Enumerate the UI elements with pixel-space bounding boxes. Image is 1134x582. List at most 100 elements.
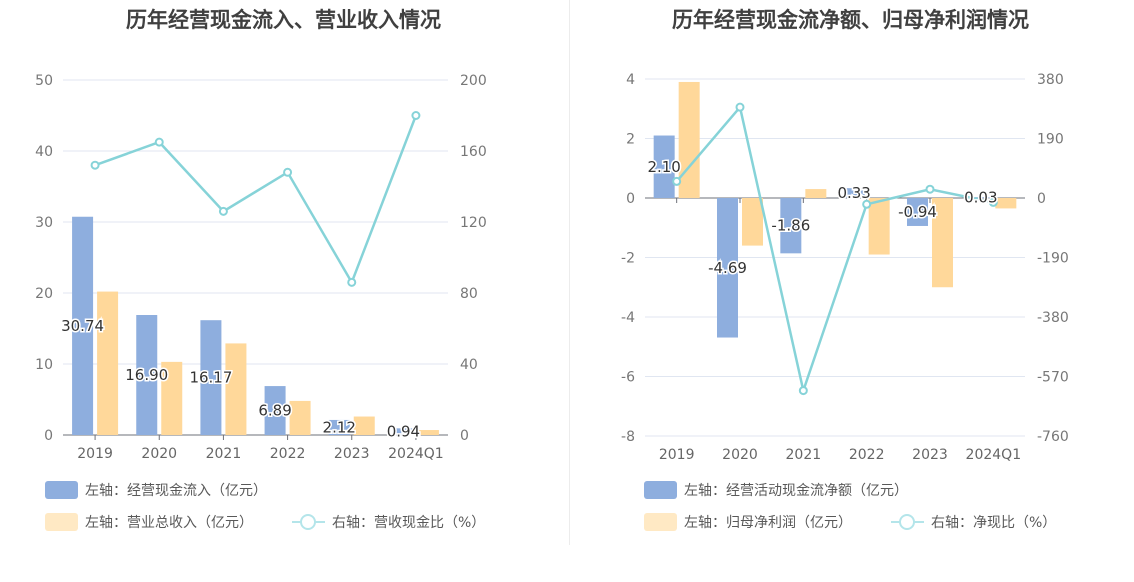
- ratio-point: [988, 197, 998, 207]
- ratio-point: [862, 199, 872, 209]
- chart-plot-area: -8 -6 -4 -2 0 2 4 -760 -570 -380 -190 0 190 380 2019 20…: [621, 72, 1069, 463]
- bar-data-label: 30.74: [61, 317, 104, 335]
- x-tick-label: 2021: [206, 446, 242, 462]
- x-tick-label: 2024Q1: [388, 446, 444, 462]
- y-left-tick-label: -2: [621, 251, 635, 267]
- y-left-tick-label: 2: [626, 132, 635, 148]
- x-tick-label: 2021: [786, 447, 822, 463]
- ratio-point: [154, 137, 164, 147]
- y-right-tick-label: -760: [1037, 429, 1069, 445]
- bar-secondary: [417, 430, 439, 435]
- y-right-tick-label: 200: [460, 73, 487, 89]
- legend-swatch: [45, 513, 78, 531]
- bar-primary: [907, 198, 928, 226]
- ratio-point: [411, 111, 421, 120]
- y-left-tick-label: -4: [621, 310, 635, 326]
- y-right-tick-label: -380: [1037, 310, 1069, 326]
- legend-line-icon: [891, 511, 924, 533]
- x-tick-label: 2019: [659, 447, 695, 463]
- bar-data-label: 16.17: [189, 369, 232, 387]
- legend-label: 左轴：经营活动现金流净额（亿元）: [684, 483, 908, 499]
- bar-secondary: [932, 198, 953, 288]
- bar-secondary: [353, 416, 375, 435]
- x-tick-label: 2020: [722, 447, 758, 463]
- x-tick-label: 2022: [270, 446, 306, 462]
- bar-secondary: [225, 343, 247, 435]
- y-left-tick-label: 0: [626, 191, 635, 207]
- x-tick-label: 2024Q1: [966, 447, 1022, 463]
- legend-label: 左轴：归母净利润（亿元）: [684, 515, 852, 531]
- ratio-point: [672, 176, 682, 186]
- bar-data-label: 0.94: [387, 423, 420, 441]
- bar-primary: [264, 386, 286, 435]
- legend-item-net-cash-ratio[interactable]: 右轴：净现比（%）: [891, 511, 1056, 533]
- bar-secondary: [97, 291, 119, 435]
- bar-secondary: [868, 198, 890, 255]
- y-left-tick-label: 50: [35, 73, 53, 89]
- y-right-tick-label: 0: [1037, 191, 1046, 207]
- bar-secondary: [805, 189, 827, 198]
- bar-primary: [843, 188, 865, 198]
- bar-primary: [328, 419, 350, 435]
- y-left-tick-label: 40: [35, 144, 53, 160]
- y-right-tick-label: 120: [460, 215, 487, 231]
- y-left-tick-label: -8: [621, 429, 635, 445]
- ratio-point: [798, 386, 808, 396]
- x-tick-label: 2023: [334, 446, 370, 462]
- y-right-tick-label: 80: [460, 286, 478, 302]
- y-right-tick-label: 380: [1037, 72, 1064, 88]
- y-left-tick-label: 20: [35, 286, 53, 302]
- bar-data-label: 6.89: [258, 402, 291, 420]
- x-tick-label: 2020: [141, 446, 177, 462]
- bar-data-label: 2.10: [647, 158, 680, 176]
- bar-data-label: 0.33: [837, 184, 870, 202]
- y-left-tick-label: 0: [44, 428, 53, 444]
- bar-secondary: [995, 198, 1017, 209]
- chart-title: 历年经营现金流净额、归母净利润情况: [672, 8, 1029, 32]
- bar-primary: [780, 198, 802, 254]
- legend-item-cash-inflow[interactable]: 左轴：经营现金流入（亿元）: [45, 479, 267, 501]
- chart-plot-area: 0 10 20 30 40 50 0 40 80 120 160 200 2019 2020 2021 202…: [35, 73, 487, 462]
- ratio-line: [94, 115, 418, 286]
- chart-panel-net-cash: 历年经营现金流净额、归母净利润情况 -8 -6 -4 -2 0 2 4 -760 -570 -38…: [567, 0, 1134, 582]
- y-left-tick-label: -6: [621, 370, 635, 386]
- x-tick-label: 2023: [912, 447, 948, 463]
- legend-item-net-profit[interactable]: 左轴：归母净利润（亿元）: [644, 511, 852, 533]
- chart-title: 历年经营现金流入、营业收入情况: [126, 8, 441, 32]
- panel-divider: [569, 0, 570, 545]
- bar-primary: [653, 135, 675, 198]
- y-right-tick-label: -570: [1037, 370, 1069, 386]
- bar-data-label: -1.86: [771, 217, 810, 235]
- ratio-point: [347, 277, 357, 287]
- legend-item-net-operating-cash[interactable]: 左轴：经营活动现金流净额（亿元）: [644, 479, 908, 501]
- legend-label: 右轴：营收现金比（%）: [332, 515, 486, 531]
- bar-secondary: [161, 361, 183, 435]
- x-tick-label: 2022: [849, 447, 885, 463]
- bar-data-label: 2.12: [323, 418, 356, 436]
- ratio-line: [675, 104, 994, 396]
- bar-primary: [970, 197, 992, 198]
- bar-primary: [717, 198, 738, 338]
- legend-item-revenue-cash-ratio[interactable]: 右轴：营收现金比（%）: [292, 511, 485, 533]
- legend-swatch: [644, 513, 677, 531]
- bar-primary: [72, 216, 94, 435]
- legend-label: 右轴：净现比（%）: [931, 515, 1057, 531]
- bar-data-label: 16.90: [125, 366, 168, 384]
- bar-primary: [136, 315, 158, 435]
- bar-data-label: -4.69: [708, 259, 747, 277]
- legend-item-revenue[interactable]: 左轴：营业总收入（亿元）: [45, 511, 253, 533]
- bar-data-label: -0.94: [898, 203, 937, 221]
- bar-primary: [392, 428, 414, 435]
- y-right-tick-label: 190: [1037, 132, 1064, 148]
- ratio-point: [218, 206, 228, 216]
- y-left-tick-label: 10: [35, 357, 53, 373]
- y-left-tick-label: 30: [35, 215, 53, 231]
- legend-swatch: [45, 481, 78, 499]
- ratio-point: [90, 160, 100, 170]
- y-right-tick-label: -190: [1037, 251, 1069, 267]
- bar-secondary: [678, 81, 700, 198]
- ratio-point: [735, 102, 745, 112]
- ratio-point: [925, 184, 935, 194]
- legend-swatch: [644, 481, 677, 499]
- legend-label: 左轴：经营现金流入（亿元）: [85, 483, 267, 499]
